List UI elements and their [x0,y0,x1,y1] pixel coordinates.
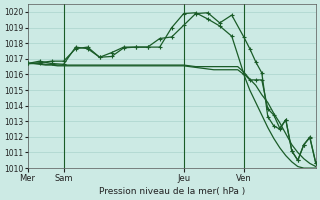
X-axis label: Pression niveau de la mer( hPa ): Pression niveau de la mer( hPa ) [99,187,245,196]
